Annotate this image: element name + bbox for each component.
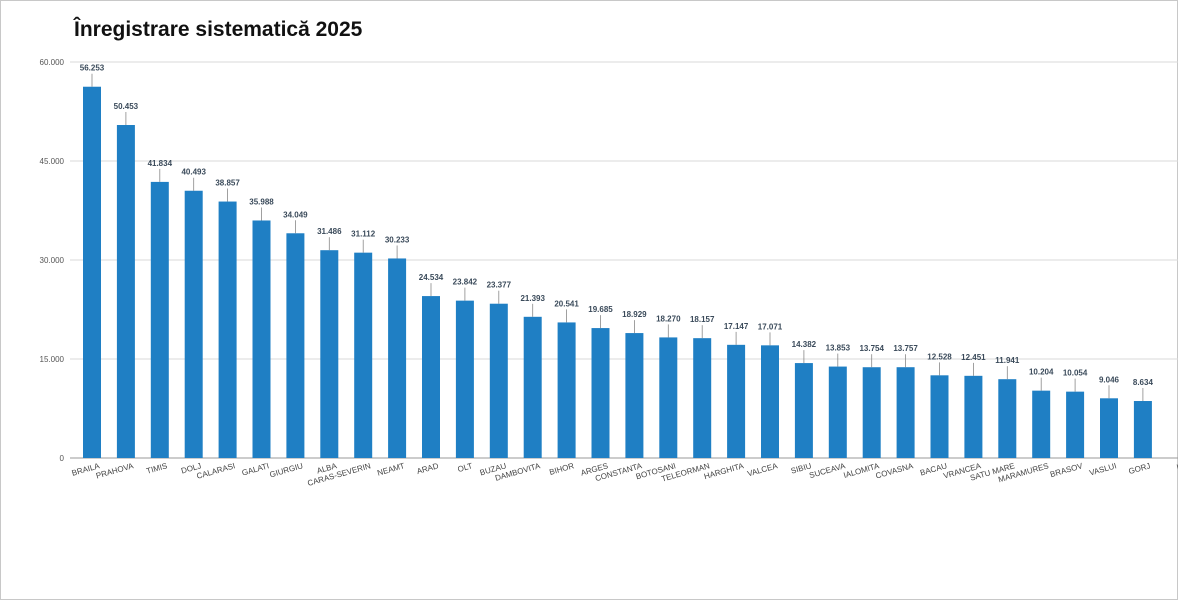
x-tick-label: VASLUI — [1088, 461, 1117, 477]
bar — [998, 379, 1017, 458]
data-label: 31.112 — [351, 230, 376, 239]
bar — [862, 367, 881, 458]
bar — [930, 375, 949, 458]
bar — [727, 344, 746, 458]
bar — [489, 303, 508, 458]
data-label: 11.941 — [995, 356, 1020, 365]
y-tick-label: 30.000 — [40, 256, 65, 265]
x-tick-label: BRASOV — [1049, 461, 1084, 479]
data-label: 13.853 — [826, 344, 851, 353]
data-label: 20.541 — [554, 299, 579, 308]
bar — [828, 366, 847, 458]
data-label: 40.493 — [181, 168, 206, 177]
data-label: 17.147 — [724, 322, 749, 331]
data-label: 35.988 — [249, 197, 274, 206]
data-label: 14.382 — [792, 340, 817, 349]
y-tick-label: 60.000 — [40, 58, 65, 67]
data-label: 38.857 — [215, 179, 240, 188]
data-label: 10.054 — [1063, 369, 1088, 378]
x-tick-label: IA — [1176, 461, 1178, 472]
data-label: 17.071 — [758, 322, 783, 331]
x-tick-label: SUCEAVA — [808, 461, 847, 480]
bars — [83, 86, 1152, 459]
x-tick-label: VALCEA — [746, 461, 779, 478]
data-label: 31.486 — [317, 227, 342, 236]
data-label: 56.253 — [80, 64, 105, 73]
data-label: 21.393 — [520, 294, 545, 303]
bar — [693, 338, 712, 458]
bar — [1032, 390, 1051, 458]
bar — [354, 252, 373, 458]
data-label: 19.685 — [588, 305, 613, 314]
bar — [455, 300, 474, 458]
bar — [1133, 401, 1152, 458]
x-tick-label: GIURGIU — [269, 461, 305, 479]
bar — [964, 375, 983, 458]
bar — [794, 363, 813, 458]
x-tick-label: GALATI — [241, 461, 270, 477]
bar — [1100, 398, 1118, 458]
bar — [659, 337, 678, 458]
x-tick-label: COVASNA — [875, 461, 915, 480]
x-tick-label: GORJ — [1128, 461, 1152, 476]
data-label: 30.233 — [385, 235, 410, 244]
bar — [83, 86, 101, 459]
x-tick-label: PRAHOVA — [95, 461, 135, 480]
chart-title: Înregistrare sistematică 2025 — [74, 18, 363, 41]
y-tick-label: 15.000 — [40, 355, 65, 364]
data-label: 41.834 — [148, 159, 173, 168]
bar — [218, 201, 237, 458]
bar — [896, 367, 915, 458]
bar — [1066, 391, 1085, 458]
x-tick-label: HARGHITA — [703, 461, 745, 481]
data-label: 23.842 — [453, 278, 478, 287]
y-axis-tick-labels: 0 15.000 30.000 45.000 60.000 — [40, 58, 65, 463]
x-tick-label: TIMIS — [145, 461, 168, 476]
data-label: 12.451 — [961, 353, 986, 362]
bar — [252, 220, 271, 458]
data-label: 34.049 — [283, 210, 308, 219]
data-label: 50.453 — [114, 102, 139, 111]
data-label: 9.046 — [1099, 375, 1120, 384]
data-labels: 56.253 50.453 41.834 40.493 38.857 35.988 34.0… — [80, 64, 1154, 402]
bar — [150, 181, 169, 458]
bar — [320, 250, 339, 458]
data-label: 8.634 — [1133, 378, 1154, 387]
bar — [523, 316, 542, 458]
data-label: 24.534 — [419, 273, 444, 282]
data-label: 18.157 — [690, 315, 715, 324]
bar — [591, 328, 610, 458]
x-tick-label: OLT — [457, 461, 474, 474]
x-tick-label: CALARASI — [196, 461, 237, 481]
data-label: 23.377 — [487, 281, 512, 290]
x-tick-label: IALOMITA — [842, 461, 880, 480]
x-tick-label: BIHOR — [548, 461, 575, 477]
bar — [184, 190, 203, 458]
data-label: 13.757 — [893, 344, 918, 353]
data-label: 12.528 — [927, 352, 952, 361]
bar — [761, 345, 779, 458]
x-tick-label: NEAMT — [376, 461, 406, 477]
x-tick-label: CARAS-SEVERIN — [306, 461, 372, 488]
bar — [116, 125, 135, 459]
y-tick-label: 0 — [60, 454, 65, 463]
x-tick-label: ARAD — [416, 461, 440, 476]
y-tick-label: 45.000 — [40, 157, 65, 166]
bar — [286, 233, 305, 458]
data-label: 13.754 — [859, 344, 884, 353]
bar — [388, 258, 407, 458]
bar — [625, 333, 644, 458]
data-label: 18.929 — [622, 310, 647, 319]
bar — [422, 296, 440, 458]
bar — [557, 322, 576, 458]
data-label: 18.270 — [656, 314, 681, 323]
data-label: 10.204 — [1029, 368, 1054, 377]
